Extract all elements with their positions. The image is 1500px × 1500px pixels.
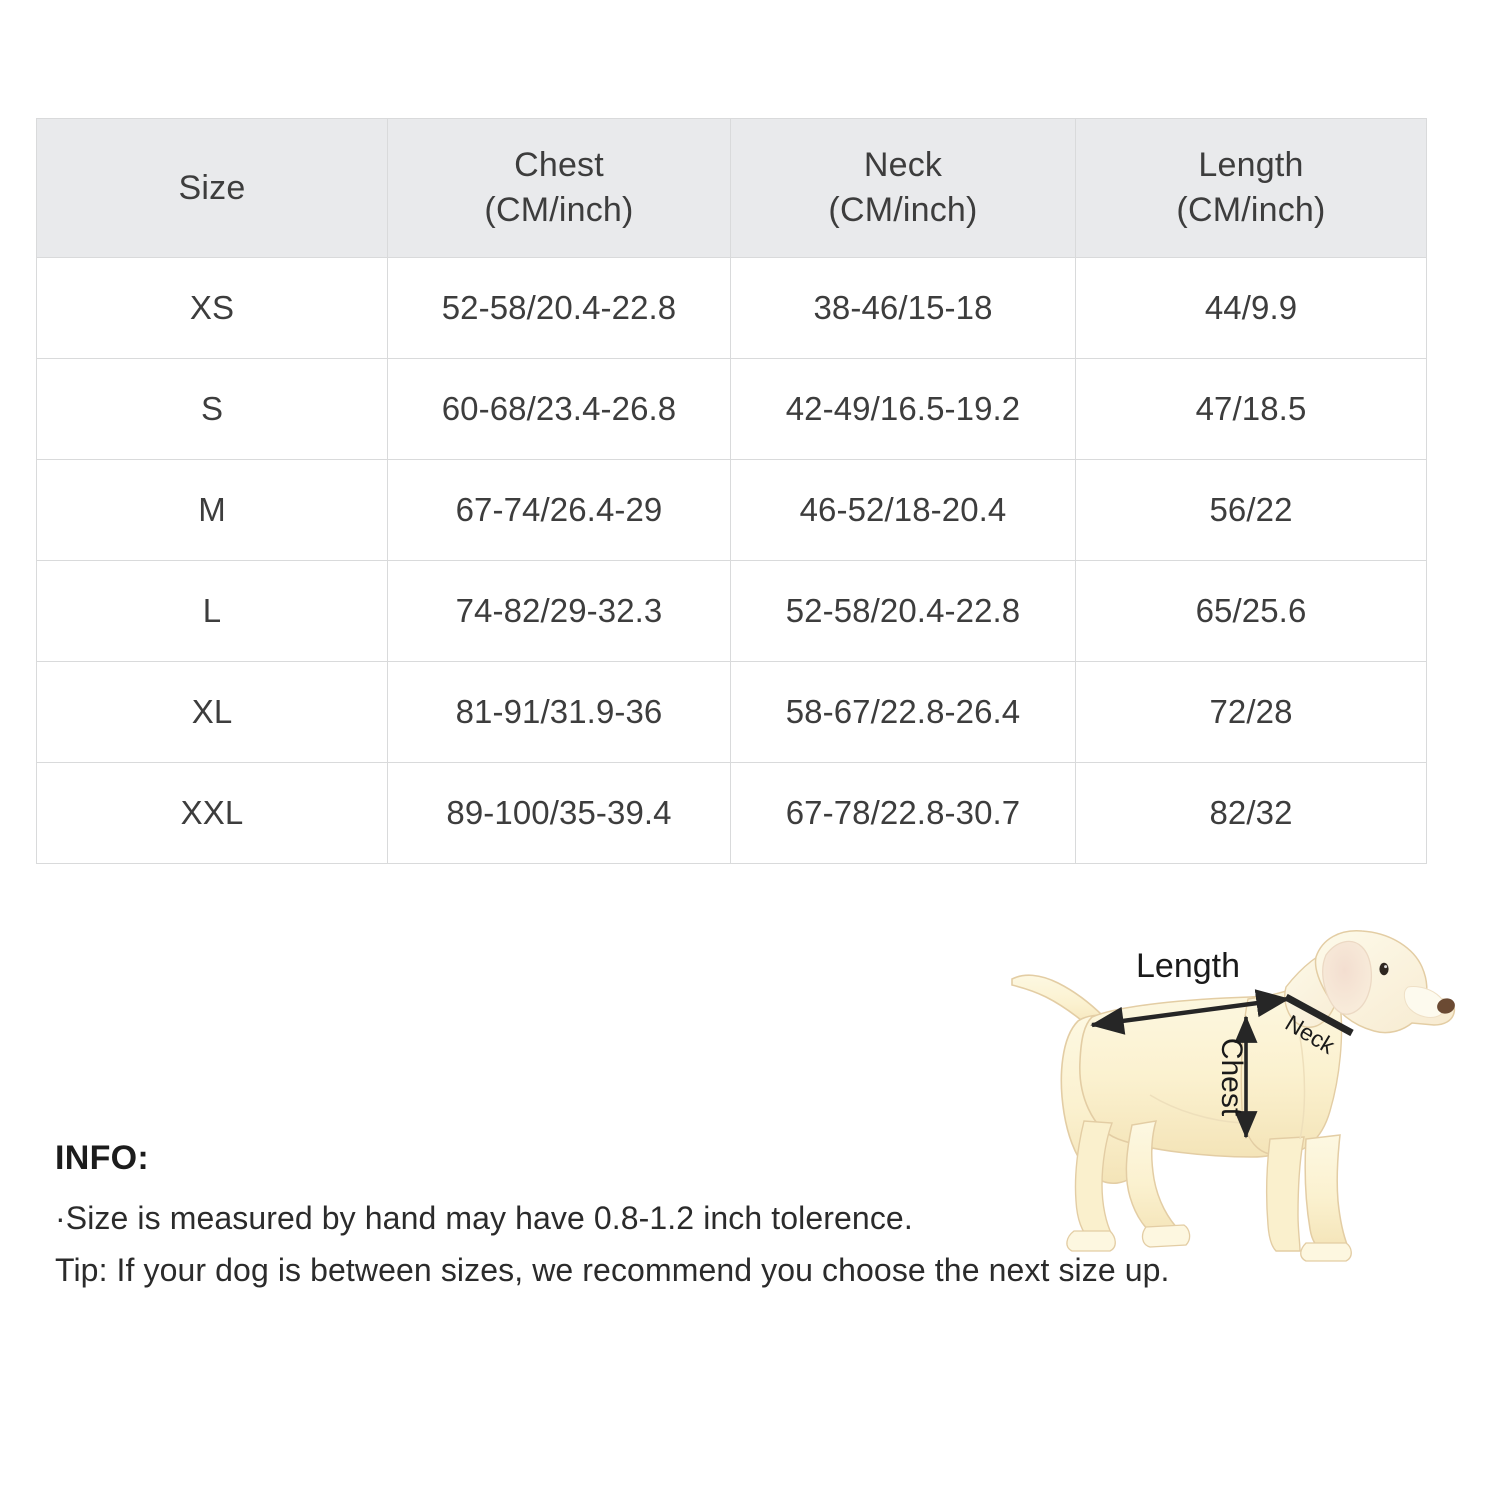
- column-header-chest-line2: (CM/inch): [484, 191, 634, 229]
- column-header-chest: Chest (CM/inch): [387, 118, 731, 258]
- column-header-size-line1: Size: [178, 168, 246, 207]
- size-chart-table: Size Chest (CM/inch) Neck (CM/inch) Leng…: [36, 118, 1427, 864]
- cell-size: M: [36, 459, 388, 561]
- cell-size: S: [36, 358, 388, 460]
- info-section: INFO: ·Size is measured by hand may have…: [55, 1139, 1295, 1297]
- cell-neck: 67-78/22.8-30.7: [730, 762, 1076, 864]
- length-label: Length: [1136, 947, 1240, 985]
- cell-chest: 52-58/20.4-22.8: [387, 257, 731, 359]
- column-header-neck-line1: Neck: [863, 146, 943, 185]
- cell-length: 44/9.9: [1075, 257, 1427, 359]
- chest-label: Chest: [1215, 1038, 1248, 1117]
- table-row: XXL 89-100/35-39.4 67-78/22.8-30.7 82/32: [36, 762, 1427, 864]
- cell-length: 82/32: [1075, 762, 1427, 864]
- dog-illustration: [1011, 930, 1456, 1262]
- cell-neck: 58-67/22.8-26.4: [730, 661, 1076, 763]
- table-row: L 74-82/29-32.3 52-58/20.4-22.8 65/25.6: [36, 560, 1427, 662]
- dog-ear: [1322, 940, 1373, 1015]
- cell-size: L: [36, 560, 388, 662]
- cell-neck: 52-58/20.4-22.8: [730, 560, 1076, 662]
- dog-front-leg-near: [1304, 1134, 1350, 1250]
- column-header-neck: Neck (CM/inch): [730, 118, 1076, 258]
- cell-length: 72/28: [1075, 661, 1427, 763]
- dog-front-leg-far: [1265, 1136, 1305, 1252]
- cell-length: 47/18.5: [1075, 358, 1427, 460]
- measurement-annotations: Length Chest Neck: [1090, 947, 1354, 1139]
- dog-muzzle: [1403, 986, 1445, 1018]
- cell-chest: 67-74/26.4-29: [387, 459, 731, 561]
- table-row: XL 81-91/31.9-36 58-67/22.8-26.4 72/28: [36, 661, 1427, 763]
- length-arrow: [1090, 989, 1290, 1035]
- column-header-chest-line1: Chest: [514, 146, 604, 185]
- info-heading: INFO:: [55, 1139, 150, 1177]
- cell-chest: 60-68/23.4-26.8: [387, 358, 731, 460]
- table-header: Size Chest (CM/inch) Neck (CM/inch) Leng…: [36, 118, 1427, 258]
- cell-chest: 74-82/29-32.3: [387, 560, 731, 662]
- cell-size: XL: [36, 661, 388, 763]
- cell-chest: 89-100/35-39.4: [387, 762, 731, 864]
- dog-eye: [1379, 962, 1389, 976]
- column-header-length-line2: (CM/inch): [1176, 191, 1326, 229]
- cell-length: 65/25.6: [1075, 560, 1427, 662]
- cell-size: XS: [36, 257, 388, 359]
- dog-measurement-diagram: Length Chest Neck: [1000, 925, 1470, 1270]
- cell-chest: 81-91/31.9-36: [387, 661, 731, 763]
- column-header-length: Length (CM/inch): [1075, 118, 1427, 258]
- cell-neck: 46-52/18-20.4: [730, 459, 1076, 561]
- cell-neck: 42-49/16.5-19.2: [730, 358, 1076, 460]
- column-header-length-line1: Length: [1198, 146, 1304, 185]
- table-header-row: Size Chest (CM/inch) Neck (CM/inch) Leng…: [36, 118, 1427, 258]
- table-body: XS 52-58/20.4-22.8 38-46/15-18 44/9.9 S …: [36, 257, 1427, 864]
- dog-body-contour: [1149, 1094, 1243, 1124]
- table-row: XS 52-58/20.4-22.8 38-46/15-18 44/9.9: [36, 257, 1427, 359]
- column-header-size: Size: [36, 118, 388, 258]
- table-row: S 60-68/23.4-26.8 42-49/16.5-19.2 47/18.…: [36, 358, 1427, 460]
- info-tip-note: Tip: If your dog is between sizes, we re…: [55, 1252, 1170, 1289]
- table-row: M 67-74/26.4-29 46-52/18-20.4 56/22: [36, 459, 1427, 561]
- dog-front-paw: [1300, 1242, 1352, 1262]
- dog-rear-paw-far: [1066, 1230, 1116, 1252]
- cell-size: XXL: [36, 762, 388, 864]
- cell-length: 56/22: [1075, 459, 1427, 561]
- dog-nose: [1437, 998, 1455, 1014]
- cell-neck: 38-46/15-18: [730, 257, 1076, 359]
- neck-arrow: [1284, 993, 1354, 1037]
- dog-rear-paw-near: [1141, 1224, 1191, 1248]
- dog-eye-highlight: [1384, 965, 1388, 969]
- info-tolerance-note: ·Size is measured by hand may have 0.8-1…: [55, 1200, 913, 1237]
- dog-shoulder-contour: [1299, 1036, 1306, 1140]
- column-header-neck-line2: (CM/inch): [828, 191, 978, 229]
- size-chart-table-container: Size Chest (CM/inch) Neck (CM/inch) Leng…: [36, 118, 1427, 864]
